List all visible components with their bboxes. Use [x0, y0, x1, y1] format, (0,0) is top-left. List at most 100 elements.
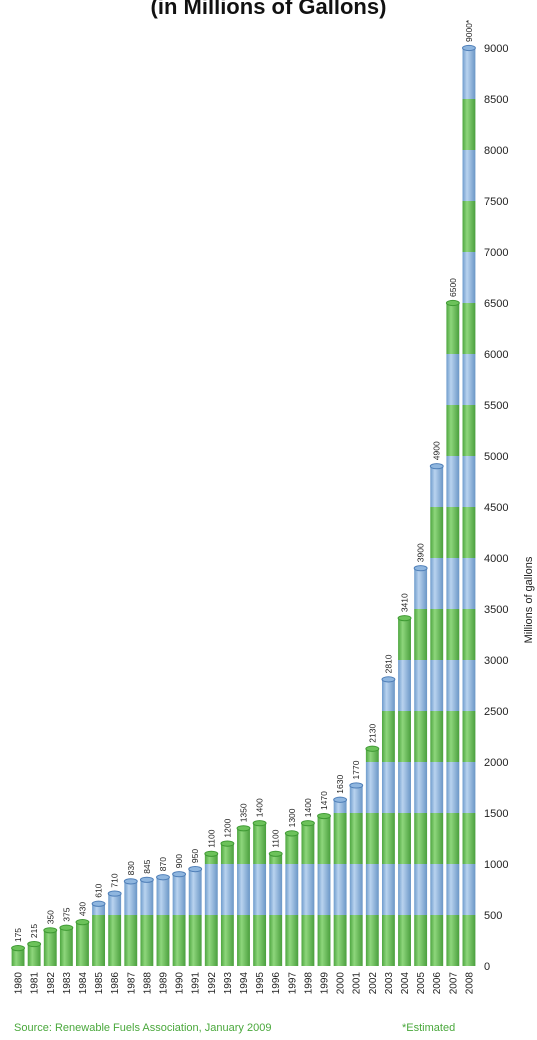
- bar-2006: [430, 464, 443, 966]
- bar-segment: [430, 507, 443, 558]
- bar-segment: [237, 828, 250, 864]
- value-label: 1100: [206, 829, 216, 848]
- bar-segment: [446, 456, 459, 507]
- bar-segment: [140, 880, 153, 915]
- bar-1993: [221, 841, 234, 966]
- bar-cap: [301, 821, 314, 826]
- x-tick-label: 2003: [384, 972, 395, 995]
- bar-1998: [301, 821, 314, 966]
- bar-segment: [382, 915, 395, 966]
- value-label: 9000*: [464, 19, 474, 42]
- source-note: Source: Renewable Fuels Association, Jan…: [14, 1022, 271, 1034]
- x-tick-label: 1983: [62, 972, 73, 995]
- bar-segment: [398, 813, 411, 864]
- bar-segment: [124, 915, 137, 966]
- bar-segment: [430, 813, 443, 864]
- bar-segment: [414, 711, 427, 762]
- x-tick-label: 2004: [400, 972, 411, 995]
- bar-cap: [253, 821, 266, 826]
- y-tick-label: 5000: [484, 451, 508, 463]
- y-tick-label: 4000: [484, 553, 508, 565]
- bar-segment: [205, 915, 218, 966]
- bar-1995: [253, 821, 266, 966]
- bar-1987: [124, 879, 137, 966]
- bar-segment: [157, 915, 170, 966]
- bar-cap: [318, 813, 331, 818]
- bar-cap: [60, 925, 73, 930]
- value-label: 3410: [400, 593, 410, 612]
- value-label: 900: [174, 854, 184, 868]
- bar-cap: [124, 879, 137, 884]
- bar-segment: [253, 864, 266, 915]
- x-tick-label: 1997: [287, 972, 298, 995]
- bar-segment: [189, 915, 202, 966]
- bar-cap: [157, 875, 170, 880]
- y-tick-label: 8000: [484, 145, 508, 157]
- bar-segment: [463, 48, 476, 99]
- bar-segment: [382, 711, 395, 762]
- bar-segment: [446, 507, 459, 558]
- y-tick-label: 6000: [484, 349, 508, 361]
- bar-1986: [108, 891, 121, 966]
- bar-cap: [398, 616, 411, 621]
- bar-segment: [398, 618, 411, 660]
- x-tick-label: 1986: [110, 972, 121, 995]
- bar-segment: [446, 711, 459, 762]
- bar-segment: [414, 915, 427, 966]
- value-label: 175: [13, 928, 23, 942]
- bar-1999: [318, 813, 331, 966]
- bar-segment: [334, 864, 347, 915]
- bar-cap: [430, 464, 443, 469]
- y-tick-label: 6500: [484, 298, 508, 310]
- bar-cap: [140, 877, 153, 882]
- bar-1980: [12, 946, 25, 966]
- value-label: 870: [158, 857, 168, 871]
- bar-segment: [446, 405, 459, 456]
- bar-cap: [446, 300, 459, 305]
- bar-segment: [430, 660, 443, 711]
- x-tick-label: 1999: [320, 972, 331, 995]
- bars-layer: [12, 45, 476, 966]
- bar-segment: [463, 762, 476, 813]
- y-tick-label: 3500: [484, 604, 508, 616]
- bar-segment: [398, 864, 411, 915]
- y-tick-label: 500: [484, 910, 502, 922]
- bar-segment: [414, 864, 427, 915]
- value-label: 4900: [432, 441, 442, 460]
- bar-cap: [221, 841, 234, 846]
- bar-segment: [414, 762, 427, 813]
- bar-segment: [463, 252, 476, 303]
- x-tick-label: 1998: [303, 972, 314, 995]
- bar-segment: [366, 915, 379, 966]
- value-label: 830: [126, 861, 136, 875]
- bar-segment: [253, 823, 266, 864]
- bar-segment: [173, 915, 186, 966]
- y-tick-label: 7500: [484, 196, 508, 208]
- bar-1990: [173, 872, 186, 966]
- bar-1992: [205, 851, 218, 966]
- y-tick-label: 2000: [484, 757, 508, 769]
- bar-segment: [269, 864, 282, 915]
- x-tick-label: 1994: [239, 972, 250, 995]
- bar-cap: [350, 783, 363, 788]
- bar-segment: [350, 785, 363, 813]
- y-tick-label: 5500: [484, 400, 508, 412]
- bar-1982: [44, 928, 57, 966]
- bar-segment: [366, 762, 379, 813]
- value-label: 6500: [448, 278, 458, 297]
- bar-cap: [76, 920, 89, 925]
- bar-segment: [398, 915, 411, 966]
- bar-segment: [173, 874, 186, 915]
- bar-segment: [285, 864, 298, 915]
- bar-2004: [398, 616, 411, 966]
- bar-segment: [366, 864, 379, 915]
- x-tick-label: 2006: [432, 972, 443, 995]
- bar-segment: [205, 864, 218, 915]
- x-tick-label: 1989: [158, 972, 169, 995]
- x-tick-label: 1995: [255, 972, 266, 995]
- x-tick-label: 2001: [352, 972, 363, 995]
- bar-segment: [446, 354, 459, 405]
- value-label: 2130: [367, 724, 377, 743]
- y-tick-label: 4500: [484, 502, 508, 514]
